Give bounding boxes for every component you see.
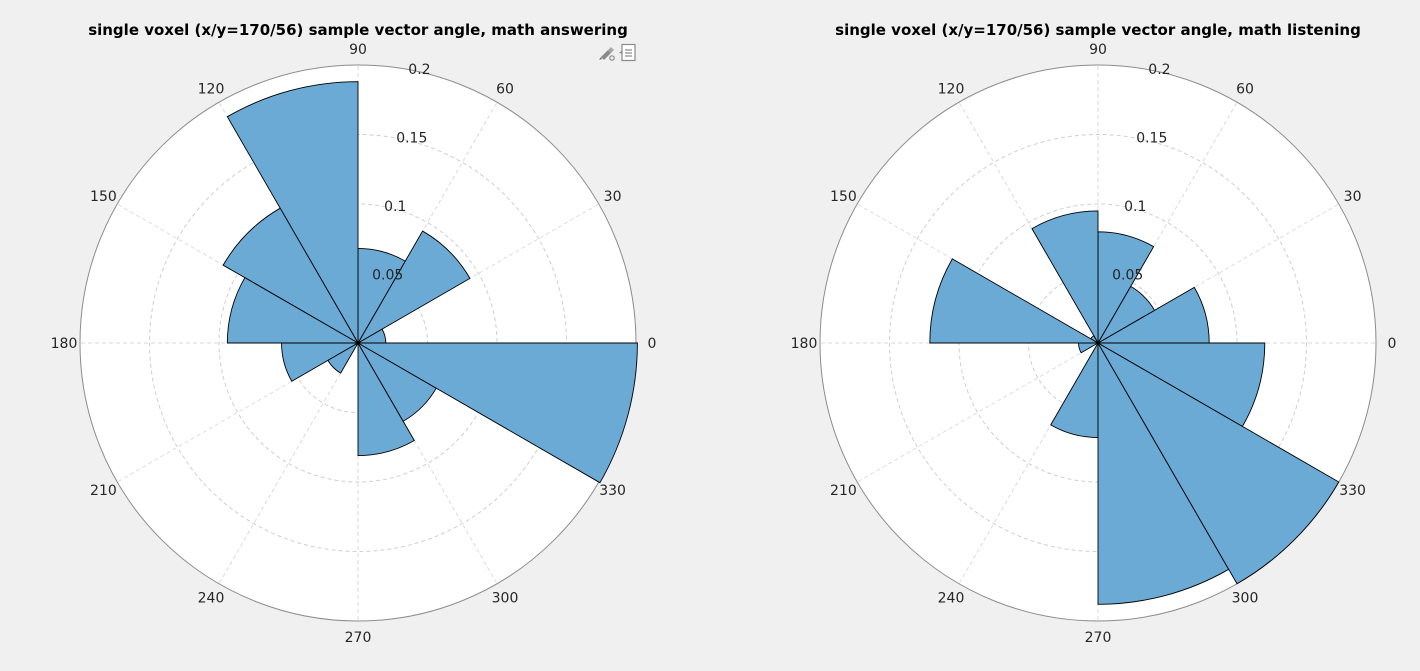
brush-icon[interactable] [599, 47, 615, 61]
theta-tick-labels: 0 30 60 90 120 150 180 210 240 270 300 330 [51, 42, 657, 646]
theta-grid-line [218, 342, 359, 585]
r-tick-labels: 0.05 0.1 0.15 0.2 [372, 62, 430, 283]
data-tips-icon[interactable] [619, 43, 636, 62]
theta-tick-label: 180 [791, 336, 818, 352]
theta-tick-label: 0 [1388, 336, 1397, 352]
histogram-bars [929, 210, 1340, 605]
r-tick-label: 0.1 [384, 199, 406, 215]
histogram-bar[interactable] [1096, 341, 1340, 585]
r-tick-label: 0.15 [396, 131, 427, 147]
theta-tick-label: 300 [1232, 591, 1259, 607]
theta-grid-line [116, 342, 359, 483]
theta-tick-label: 270 [345, 630, 372, 646]
theta-tick-label: 210 [830, 483, 857, 499]
theta-tick-label: 240 [198, 591, 225, 607]
axes-toolbar [599, 43, 636, 62]
theta-grid-line [357, 101, 498, 344]
theta-tick-label: 30 [604, 189, 622, 205]
histogram-bar[interactable] [357, 341, 415, 457]
theta-tick-label: 330 [599, 483, 626, 499]
theta-grid-line [1097, 101, 1238, 344]
r-tick-label: 0.1 [1124, 199, 1146, 215]
theta-tick-label: 180 [51, 336, 78, 352]
histogram-bar[interactable] [226, 81, 359, 345]
theta-tick-label: 30 [1344, 189, 1362, 205]
theta-grid-line [116, 203, 359, 344]
r-tick-label: 0.2 [408, 62, 430, 78]
histogram-bar[interactable] [1096, 342, 1266, 428]
theta-tick-label: 0 [648, 336, 657, 352]
histogram-bar[interactable] [1097, 341, 1230, 605]
theta-tick-label: 330 [1339, 483, 1366, 499]
r-tick-label: 0.05 [1112, 268, 1143, 284]
theta-grid-line [958, 101, 1099, 344]
theta-grid-line [1097, 203, 1340, 344]
theta-tick-label: 60 [496, 81, 514, 97]
histogram-bar[interactable] [222, 207, 360, 345]
theta-tick-label: 90 [1089, 42, 1107, 58]
histogram-bars [222, 81, 638, 484]
theta-tick-label: 90 [349, 42, 367, 58]
histogram-bar[interactable] [929, 258, 1100, 344]
polar-axes-math-answering[interactable]: single voxel (x/y=170/56) sample vector … [51, 21, 657, 646]
theta-tick-labels: 0 30 60 90 120 150 180 210 240 270 300 330 [791, 42, 1397, 646]
histogram-bar[interactable] [1078, 342, 1100, 354]
theta-tick-label: 240 [938, 591, 965, 607]
theta-grid-line [856, 342, 1099, 483]
histogram-bar[interactable] [226, 277, 360, 344]
histogram-bar[interactable] [356, 342, 638, 484]
polar-axes-math-listening[interactable]: single voxel (x/y=170/56) sample vector … [791, 21, 1397, 646]
r-tick-label: 0.2 [1148, 62, 1170, 78]
theta-grid-line [856, 203, 1099, 344]
histogram-bar[interactable] [281, 342, 360, 382]
r-tick-label: 0.15 [1136, 131, 1167, 147]
theta-tick-label: 60 [1236, 81, 1254, 97]
theta-grid-line [357, 203, 600, 344]
theta-grid-line [357, 342, 498, 585]
theta-tick-label: 270 [1085, 630, 1112, 646]
chart-title: single voxel (x/y=170/56) sample vector … [88, 21, 628, 39]
r-tick-label: 0.05 [372, 268, 403, 284]
r-tick-labels: 0.05 0.1 0.15 0.2 [1112, 62, 1170, 283]
chart-title: single voxel (x/y=170/56) sample vector … [835, 21, 1361, 39]
histogram-bar[interactable] [356, 230, 471, 345]
theta-tick-label: 150 [90, 189, 117, 205]
theta-tick-label: 120 [198, 81, 225, 97]
theta-tick-label: 120 [938, 81, 965, 97]
r-grid-circle [889, 134, 1307, 552]
theta-tick-label: 300 [492, 591, 519, 607]
histogram-bar[interactable] [327, 341, 360, 374]
theta-grid-line [958, 342, 1099, 585]
histogram-bar[interactable] [1031, 210, 1099, 345]
theta-tick-label: 210 [90, 483, 117, 499]
theta-tick-label: 150 [830, 189, 857, 205]
